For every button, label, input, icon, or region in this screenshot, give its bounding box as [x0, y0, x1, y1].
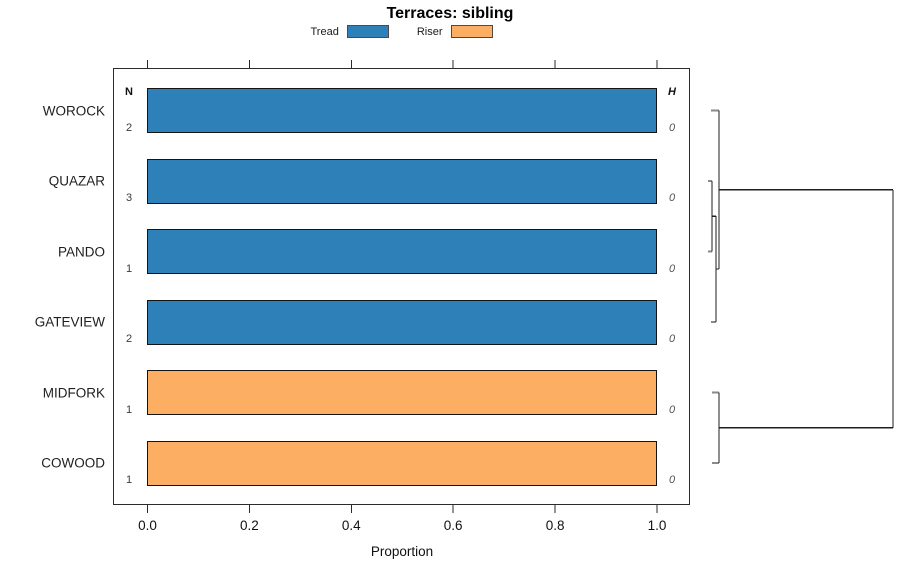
x-tick-label: 0.0: [138, 518, 157, 533]
legend: Tread Riser: [113, 25, 690, 38]
n-value: 2: [125, 121, 133, 134]
chart-title: Terraces: sibling: [386, 5, 514, 22]
h-value: 0: [668, 403, 676, 416]
h-value: 0: [668, 333, 676, 345]
category-label: MIDFORK: [42, 385, 105, 400]
category-label: WOROCK: [42, 103, 105, 118]
x-tick-label: 1.0: [647, 518, 667, 533]
h-value: 0: [668, 474, 676, 486]
plot-area: [113, 68, 690, 505]
legend-swatch-tread: [346, 25, 389, 38]
proportion-bar: [147, 158, 657, 204]
x-tick-label: 0.8: [545, 518, 565, 533]
legend-item-riser: Riser: [417, 25, 493, 38]
proportion-bar: [147, 88, 657, 133]
h-column-header: H: [668, 86, 676, 98]
n-value: 1: [125, 403, 133, 416]
n-column-header: N: [125, 86, 133, 98]
proportion-bar: [147, 370, 657, 415]
x-tick-label: 0.4: [341, 518, 361, 533]
legend-label-tread: Tread: [310, 25, 339, 38]
legend-swatch-riser: [450, 25, 493, 38]
category-label: QUAZAR: [48, 173, 105, 189]
x-axis-title: Proportion: [370, 544, 434, 559]
legend-label-riser: Riser: [416, 25, 443, 38]
x-tick-label: 0.6: [443, 518, 463, 533]
proportion-bar: [147, 299, 657, 345]
category-label: GATEVIEW: [34, 314, 105, 330]
category-label: COWOOD: [41, 455, 105, 471]
h-value: 0: [668, 121, 676, 134]
legend-item-tread: Tread: [311, 25, 389, 38]
n-value: 3: [125, 192, 133, 204]
n-value: 1: [125, 262, 133, 275]
x-tick-label: 0.2: [240, 518, 259, 533]
n-value: 2: [125, 333, 133, 345]
proportion-bar: [147, 440, 657, 486]
n-value: 1: [125, 474, 133, 486]
h-value: 0: [668, 262, 676, 275]
category-label: PANDO: [57, 244, 105, 259]
proportion-bar: [147, 229, 657, 274]
h-value: 0: [668, 192, 676, 204]
